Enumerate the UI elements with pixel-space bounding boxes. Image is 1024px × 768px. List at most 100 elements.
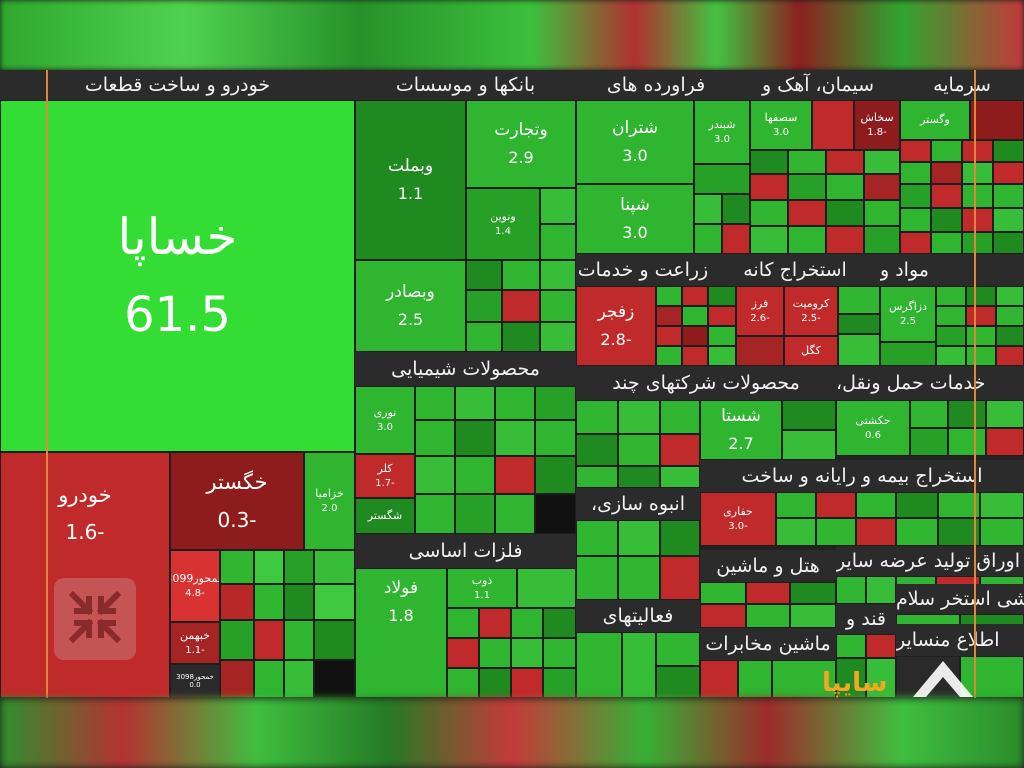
- stock-cell[interactable]: [838, 314, 880, 334]
- stock-cell[interactable]: [314, 550, 355, 584]
- stock-cell[interactable]: [576, 434, 618, 466]
- stock-cell[interactable]: [314, 620, 355, 660]
- stock-cell[interactable]: [996, 346, 1024, 366]
- stock-cell[interactable]: [962, 232, 993, 254]
- stock-cell[interactable]: [910, 428, 948, 456]
- stock-cell[interactable]: [618, 520, 660, 556]
- stock-cell[interactable]: [993, 232, 1024, 254]
- stock-cell[interactable]: [736, 336, 784, 366]
- collapse-button[interactable]: [54, 578, 136, 660]
- tile-khgostar[interactable]: خگستر 0.3-: [170, 452, 304, 550]
- stock-cell[interactable]: [962, 162, 993, 184]
- tile-vbmellat[interactable]: وبملت 1.1: [355, 100, 466, 260]
- stock-cell[interactable]: [682, 326, 708, 346]
- stock-cell[interactable]: [660, 466, 700, 488]
- stock-cell[interactable]: [896, 492, 938, 518]
- stock-cell[interactable]: [618, 466, 660, 488]
- stock-cell[interactable]: [284, 550, 314, 584]
- stock-cell[interactable]: [543, 668, 576, 698]
- stock-cell[interactable]: [543, 638, 576, 668]
- stock-cell[interactable]: [254, 584, 284, 620]
- stock-cell[interactable]: [479, 638, 511, 668]
- stock-cell[interactable]: [576, 520, 618, 556]
- tile-shbandar[interactable]: شبندر 3.0: [694, 100, 750, 164]
- stock-cell[interactable]: [866, 658, 896, 698]
- stock-cell[interactable]: [864, 200, 900, 226]
- stock-cell[interactable]: [750, 174, 788, 200]
- stock-cell[interactable]: [682, 286, 708, 306]
- stock-cell[interactable]: [455, 456, 495, 494]
- tile-shgostar[interactable]: شگستر: [355, 498, 415, 534]
- tile-faraz[interactable]: فرز 2.6-: [736, 286, 784, 336]
- stock-cell[interactable]: [415, 456, 455, 494]
- stock-cell[interactable]: [455, 386, 495, 420]
- stock-cell[interactable]: [900, 208, 931, 232]
- stock-cell[interactable]: [866, 634, 896, 658]
- stock-cell[interactable]: [782, 400, 836, 430]
- stock-cell[interactable]: [495, 420, 535, 456]
- stock-cell[interactable]: [931, 162, 962, 184]
- tile-vgostar[interactable]: وگستر: [900, 100, 970, 140]
- stock-cell[interactable]: [618, 556, 660, 600]
- stock-cell[interactable]: [254, 660, 284, 698]
- stock-cell[interactable]: [618, 400, 660, 434]
- stock-cell[interactable]: [220, 620, 254, 660]
- stock-cell[interactable]: [931, 208, 962, 232]
- stock-cell[interactable]: [660, 520, 700, 556]
- stock-cell[interactable]: [656, 632, 700, 666]
- stock-cell[interactable]: [948, 400, 986, 428]
- tile-kegol[interactable]: کگل: [784, 336, 838, 366]
- stock-cell[interactable]: [812, 100, 854, 150]
- stock-cell[interactable]: [708, 346, 736, 366]
- tile-foolad[interactable]: فولاد 1.8: [355, 568, 447, 698]
- stock-cell[interactable]: [700, 582, 746, 604]
- stock-cell[interactable]: [746, 582, 790, 604]
- tile-vbsader[interactable]: وبصادر 2.5: [355, 260, 466, 352]
- stock-cell[interactable]: [700, 660, 738, 698]
- stock-cell[interactable]: [962, 208, 993, 232]
- stock-cell[interactable]: [750, 226, 788, 254]
- stock-cell[interactable]: [993, 184, 1024, 208]
- stock-cell[interactable]: [535, 456, 576, 494]
- stock-cell[interactable]: [495, 456, 535, 494]
- stock-cell[interactable]: [880, 342, 936, 366]
- stock-cell[interactable]: [656, 666, 700, 698]
- stock-cell[interactable]: [466, 290, 502, 322]
- stock-cell[interactable]: [576, 632, 622, 698]
- stock-cell[interactable]: [938, 492, 980, 518]
- stock-cell[interactable]: [750, 150, 788, 174]
- stock-cell[interactable]: [962, 140, 993, 162]
- stock-cell[interactable]: [682, 306, 708, 326]
- stock-cell[interactable]: [931, 184, 962, 208]
- stock-cell[interactable]: [996, 326, 1024, 346]
- stock-cell[interactable]: [856, 492, 896, 518]
- stock-cell[interactable]: [540, 224, 576, 260]
- stock-cell[interactable]: [284, 620, 314, 660]
- stock-cell[interactable]: [900, 184, 931, 208]
- stock-cell[interactable]: [966, 306, 996, 326]
- stock-cell[interactable]: [900, 232, 931, 254]
- stock-cell[interactable]: [788, 174, 826, 200]
- stock-cell[interactable]: [220, 550, 254, 584]
- tile-vnovin[interactable]: ونوین 1.4: [466, 188, 540, 260]
- stock-cell[interactable]: [836, 576, 866, 604]
- stock-cell[interactable]: [996, 306, 1024, 326]
- stock-cell[interactable]: [447, 668, 479, 698]
- stock-cell[interactable]: [864, 226, 900, 254]
- stock-cell[interactable]: [772, 660, 836, 698]
- tile-khmehvar3098[interactable]: خمحور3098 0.0: [170, 664, 220, 698]
- stock-cell[interactable]: [694, 194, 722, 224]
- stock-cell[interactable]: [576, 466, 618, 488]
- stock-cell[interactable]: [511, 638, 543, 668]
- stock-cell[interactable]: [314, 660, 355, 698]
- stock-cell[interactable]: [622, 632, 656, 698]
- stock-cell[interactable]: [540, 260, 576, 290]
- stock-cell[interactable]: [936, 346, 966, 366]
- stock-cell[interactable]: [455, 494, 495, 534]
- stock-cell[interactable]: [466, 260, 502, 290]
- stock-cell[interactable]: [931, 232, 962, 254]
- tile-zob[interactable]: ذوب 1.1: [447, 568, 517, 608]
- stock-cell[interactable]: [993, 140, 1024, 162]
- stock-cell[interactable]: [535, 386, 576, 420]
- stock-cell[interactable]: [838, 286, 880, 314]
